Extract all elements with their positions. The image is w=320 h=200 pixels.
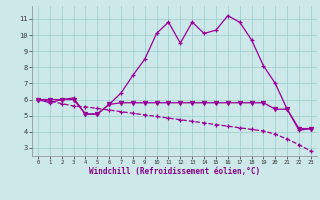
X-axis label: Windchill (Refroidissement éolien,°C): Windchill (Refroidissement éolien,°C) bbox=[89, 167, 260, 176]
